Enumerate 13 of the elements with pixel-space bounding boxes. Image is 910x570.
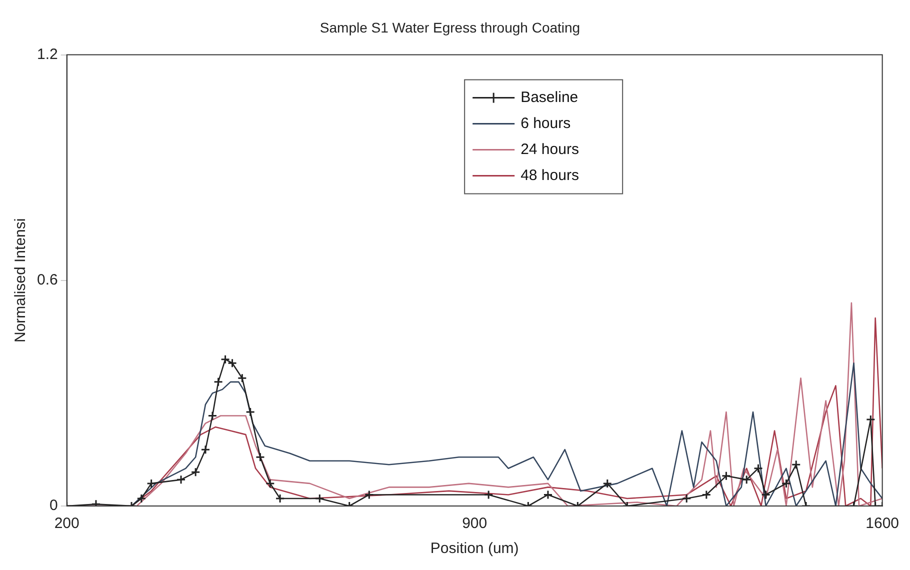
legend-label: 6 hours	[520, 114, 571, 132]
y-tick-label: 0	[50, 497, 58, 514]
y-axis-title: Normalised Intensi	[12, 218, 30, 343]
x-tick-label: 900	[462, 515, 488, 532]
legend-label: 24 hours	[520, 140, 579, 158]
y-tick-label: 1.2	[36, 46, 58, 63]
y-tick-label: 0.6	[36, 272, 58, 289]
x-axis-title: Position (um)	[430, 540, 519, 558]
chart-title: Sample S1 Water Egress through Coating	[320, 19, 580, 36]
x-tick-label: 200	[54, 515, 80, 532]
legend-label: Baseline	[520, 88, 578, 106]
legend-label: 48 hours	[520, 166, 579, 184]
x-tick-label: 1600	[866, 515, 900, 532]
